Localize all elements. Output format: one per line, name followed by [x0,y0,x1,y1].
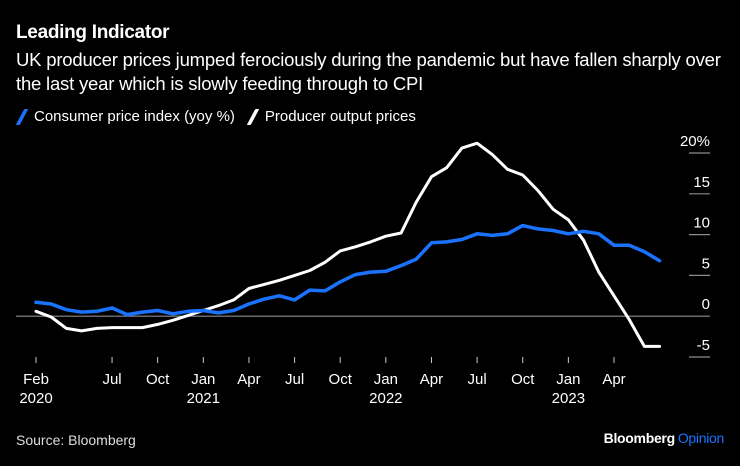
series-layer [34,141,662,348]
y-tick-label: -5 [697,337,710,354]
y-axis: 20% 15 10 5 0 -5 [16,133,710,358]
chart-title: Leading Indicator [16,22,170,43]
x-tick-label: Apr [602,371,625,388]
series-line-cpi [34,223,662,317]
x-tick-label: Jul [285,371,304,388]
x-tick-label: Oct [511,371,535,388]
y-tick-label: 10 [693,215,710,232]
source-note: Source: Bloomberg [16,432,136,448]
y-tick-label: 20% [680,133,710,150]
x-tick-label: Jan [374,371,398,388]
legend-label-cpi: Consumer price index (yoy %) [34,108,235,125]
x-axis: Feb 2020 Jul Oct Jan 2021 Apr Jul Oct Jan 2022 Apr J… [19,357,626,407]
legend-item-ppi: Producer output prices [246,108,416,125]
chart-subtitle: UK producer prices jumped ferociously du… [16,49,721,94]
y-tick-label: 0 [702,296,710,313]
brand-name: Bloomberg [603,430,676,446]
x-tick-label: Oct [329,371,353,388]
brand-logo: Bloomberg Opinion [603,430,725,446]
legend-label-ppi: Producer output prices [264,108,416,125]
y-tick-label: 15 [693,174,710,191]
x-tick-year-label: 2022 [369,390,402,407]
legend: Consumer price index (yoy %) Producer ou… [15,108,428,125]
x-tick-year-label: 2020 [19,390,52,407]
x-tick-label: Oct [146,371,170,388]
series-line-ppi [34,141,662,348]
x-tick-label: Feb [23,371,49,388]
x-tick-label: Apr [237,371,260,388]
x-tick-label: Apr [420,371,443,388]
x-tick-year-label: 2021 [187,390,220,407]
y-tick-label: 5 [702,255,710,272]
legend-item-cpi: Consumer price index (yoy %) [15,108,235,125]
x-tick-label: Jul [468,371,487,388]
x-tick-label: Jan [191,371,215,388]
x-tick-label: Jul [102,371,121,388]
x-tick-year-label: 2023 [552,390,585,407]
x-tick-label: Jan [556,371,580,388]
brand-suffix: Opinion [677,430,724,446]
